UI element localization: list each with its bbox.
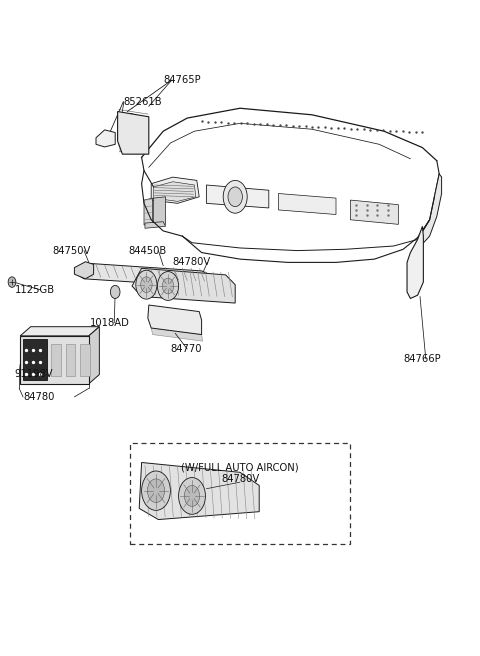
Polygon shape — [407, 226, 423, 298]
Polygon shape — [139, 462, 259, 520]
Polygon shape — [80, 344, 90, 376]
Text: 84750V: 84750V — [53, 245, 91, 256]
Circle shape — [142, 471, 170, 510]
Circle shape — [184, 485, 200, 506]
Text: (W/FULL AUTO AIRCON): (W/FULL AUTO AIRCON) — [181, 462, 299, 472]
Circle shape — [162, 278, 174, 294]
Polygon shape — [350, 200, 398, 224]
Polygon shape — [145, 222, 166, 228]
Circle shape — [110, 285, 120, 298]
Text: 84770: 84770 — [170, 344, 202, 354]
Text: 84766P: 84766P — [403, 354, 441, 364]
Circle shape — [223, 180, 247, 213]
Polygon shape — [278, 194, 336, 215]
Polygon shape — [154, 197, 166, 226]
Polygon shape — [20, 336, 89, 384]
Text: 84765P: 84765P — [163, 75, 201, 85]
Polygon shape — [51, 344, 61, 376]
Polygon shape — [89, 327, 99, 384]
Text: 85261B: 85261B — [124, 96, 162, 107]
Text: 84450B: 84450B — [129, 245, 167, 256]
Circle shape — [136, 270, 157, 299]
Polygon shape — [409, 237, 420, 295]
Polygon shape — [20, 327, 99, 336]
Text: 84780V: 84780V — [173, 257, 211, 268]
Circle shape — [228, 187, 242, 207]
Circle shape — [141, 277, 152, 293]
Polygon shape — [148, 305, 202, 335]
Circle shape — [8, 277, 16, 287]
Text: 1125GB: 1125GB — [14, 285, 55, 295]
Polygon shape — [23, 339, 47, 380]
Polygon shape — [151, 328, 203, 341]
Text: 1018AD: 1018AD — [90, 318, 130, 328]
Polygon shape — [96, 130, 115, 147]
Polygon shape — [66, 344, 75, 376]
Polygon shape — [418, 174, 442, 249]
Polygon shape — [74, 262, 94, 279]
Polygon shape — [151, 177, 199, 203]
Circle shape — [179, 478, 205, 514]
Polygon shape — [74, 263, 214, 287]
Circle shape — [147, 479, 165, 502]
Polygon shape — [144, 198, 153, 225]
Text: 84780V: 84780V — [221, 474, 259, 484]
Polygon shape — [154, 182, 196, 201]
Bar — [130, 443, 350, 544]
Polygon shape — [206, 185, 269, 208]
Circle shape — [157, 272, 179, 300]
Polygon shape — [98, 133, 113, 145]
Text: 91198V: 91198V — [14, 369, 53, 379]
Text: 84780: 84780 — [23, 392, 54, 402]
Polygon shape — [132, 268, 235, 303]
Polygon shape — [118, 112, 149, 154]
